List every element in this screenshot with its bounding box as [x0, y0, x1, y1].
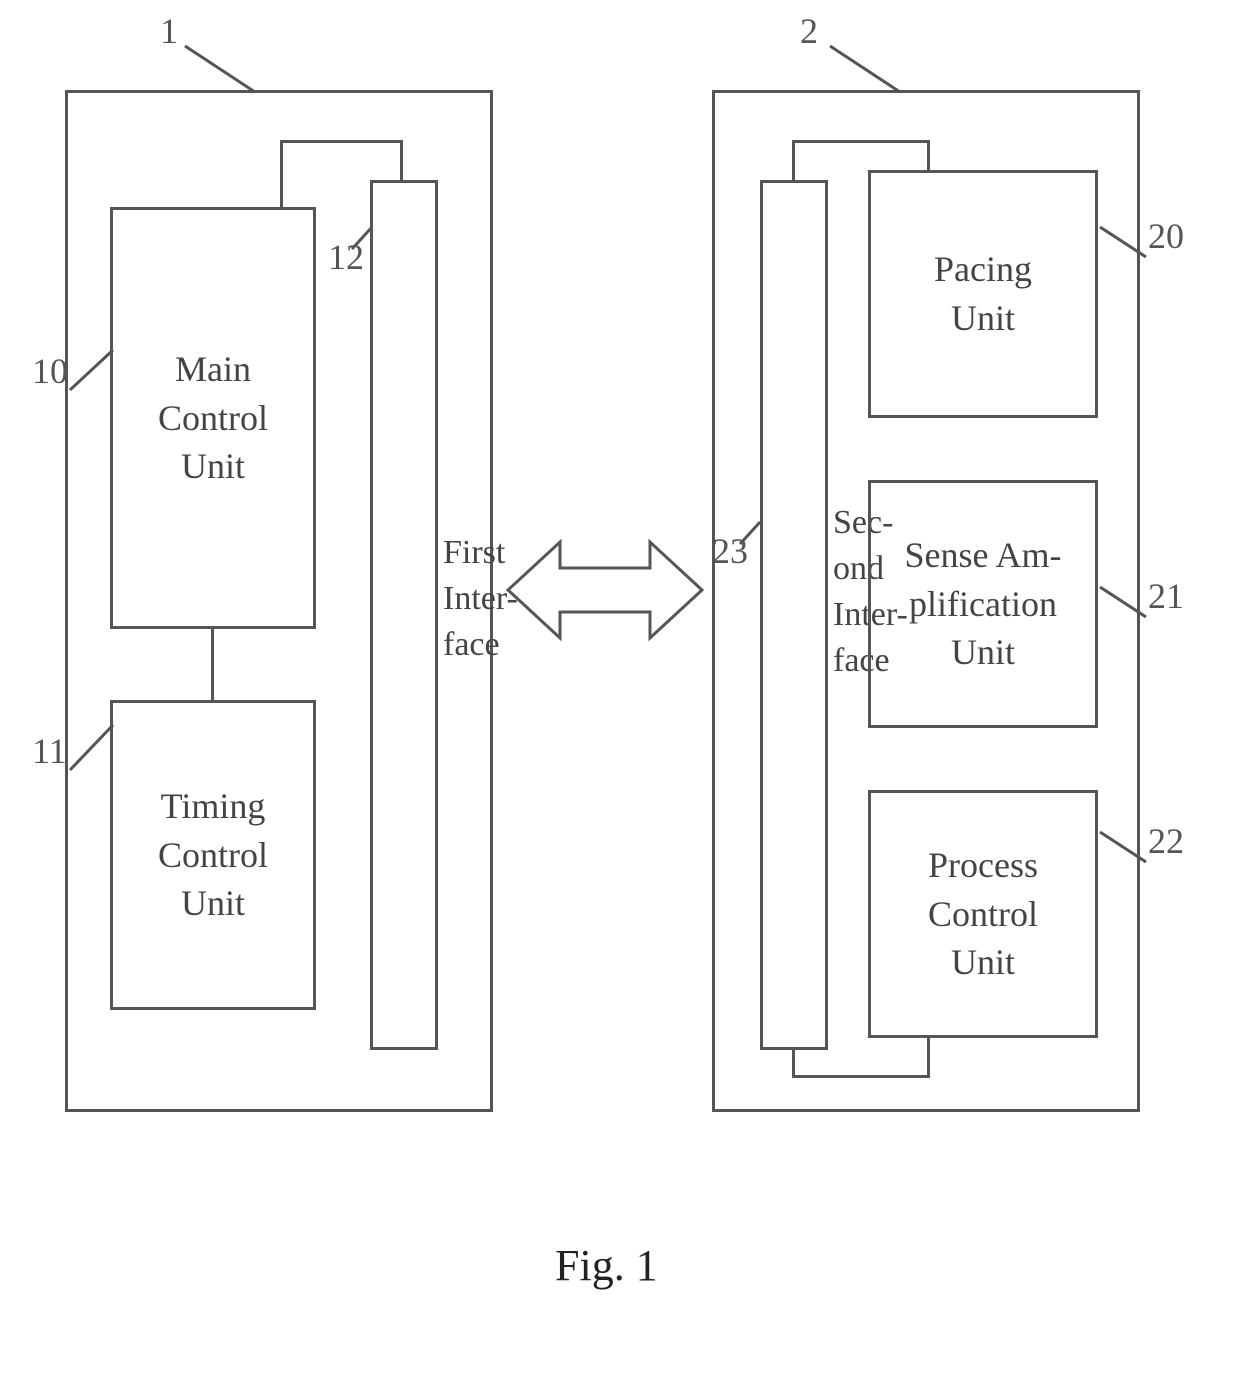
leader-module-2 [820, 40, 910, 100]
leader-21 [1098, 585, 1148, 625]
timing-control-unit: Timing Control Unit [110, 700, 316, 1010]
leader-module-1 [175, 40, 265, 100]
process-control-unit: Process Control Unit [868, 790, 1098, 1038]
leader-20 [1098, 225, 1148, 265]
leader-10 [68, 345, 118, 395]
timing-control-label: Timing Control Unit [158, 782, 268, 928]
ref-10: 10 [32, 350, 68, 392]
connector-main-timing [211, 629, 214, 700]
pacing-label: Pacing Unit [934, 245, 1032, 342]
process-control-label: Process Control Unit [928, 841, 1038, 987]
ref-11: 11 [32, 730, 67, 772]
connector-top-1c [400, 140, 403, 180]
figure-caption: Fig. 1 [555, 1240, 658, 1291]
leader-11 [68, 720, 118, 775]
ref-22: 22 [1148, 820, 1184, 862]
main-control-unit: Main Control Unit [110, 207, 316, 629]
connector-top-1b [280, 140, 403, 143]
leader-12 [350, 225, 380, 255]
connector-bot-2b [792, 1075, 930, 1078]
main-control-label: Main Control Unit [158, 345, 268, 491]
second-interface-unit [760, 180, 828, 1050]
pacing-unit: Pacing Unit [868, 170, 1098, 418]
connector-top-2c [927, 140, 930, 170]
connector-top-2a [792, 140, 795, 180]
connector-top-1a [280, 140, 283, 207]
connector-bot-2a [792, 1050, 795, 1078]
interface-arrow [500, 530, 710, 650]
connector-bot-2c [927, 1038, 930, 1078]
ref-21: 21 [1148, 575, 1184, 617]
leader-23 [738, 520, 768, 550]
leader-22 [1098, 830, 1148, 870]
first-interface-unit [370, 180, 438, 1050]
sense-amp-unit: Sense Am- plification Unit [868, 480, 1098, 728]
ref-module-2: 2 [800, 10, 818, 52]
sense-amp-label: Sense Am- plification Unit [905, 531, 1062, 677]
diagram-canvas: 1 Main Control Unit 10 Timing Control Un… [0, 0, 1240, 1378]
connector-top-2b [792, 140, 930, 143]
ref-20: 20 [1148, 215, 1184, 257]
